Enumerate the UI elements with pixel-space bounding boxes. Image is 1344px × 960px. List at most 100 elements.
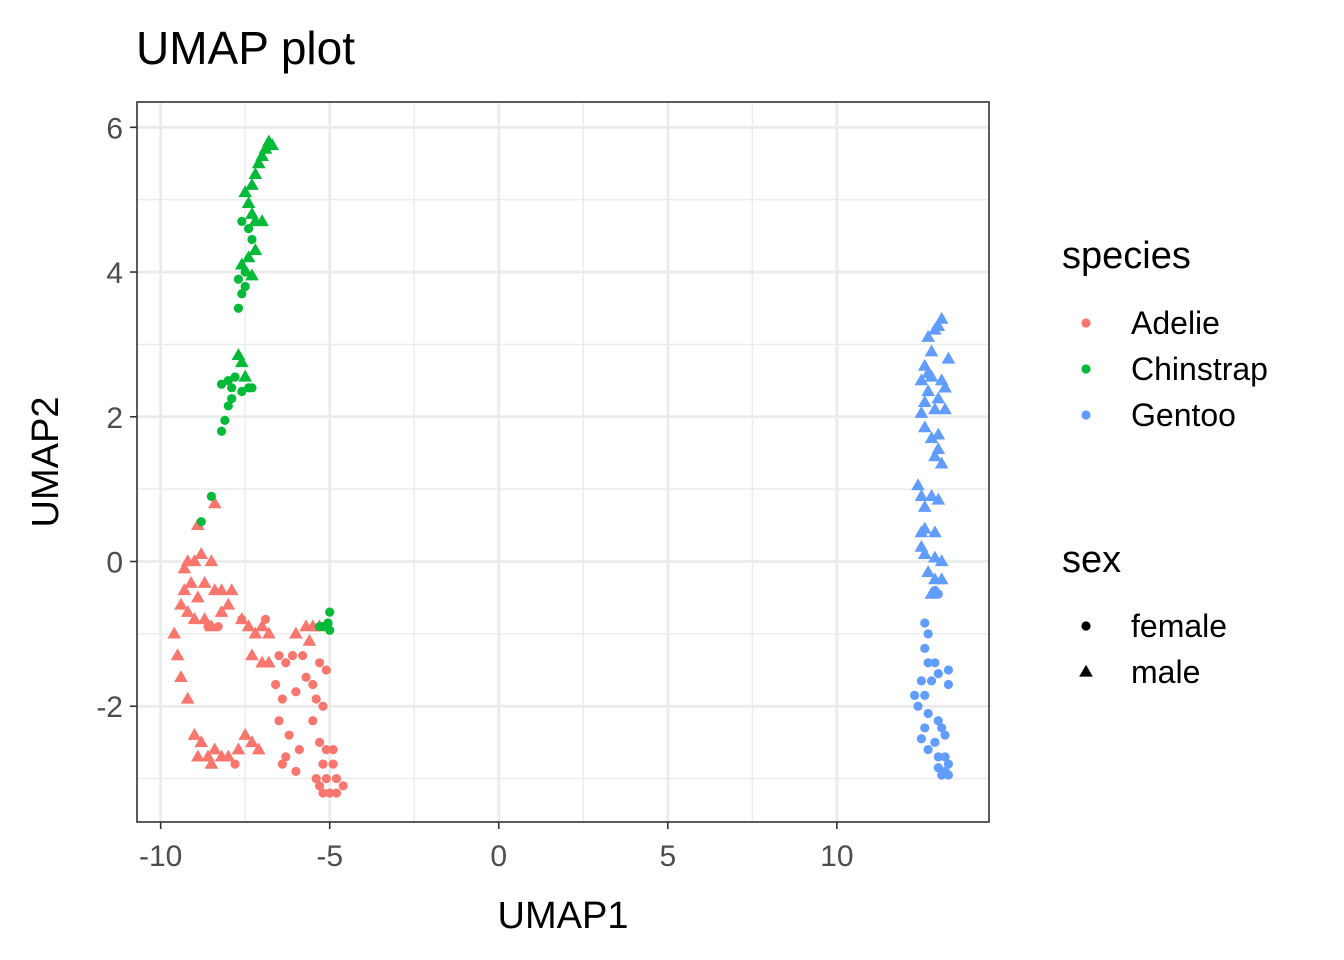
gentoo-point (931, 427, 946, 440)
gentoo-point (930, 658, 940, 668)
gentoo-point (937, 770, 947, 780)
adelie-point (274, 650, 284, 661)
gentoo-point (921, 565, 935, 578)
adelie-point (281, 658, 291, 668)
adelie-point (203, 622, 213, 632)
gentoo-point (933, 763, 943, 773)
gentoo-point (928, 449, 942, 462)
chinstrap-point (314, 622, 325, 632)
legend-label-chinstrap: Chinstrap (1131, 351, 1268, 387)
gentoo-point (920, 690, 930, 700)
adelie-point (255, 619, 269, 632)
legend-sex: sex female male (1062, 539, 1227, 690)
minor-gridlines (137, 102, 989, 822)
legend-label-male: male (1131, 654, 1200, 690)
gentoo-point (937, 723, 947, 733)
plot-panel (136, 101, 990, 823)
chinstrap-point (237, 386, 247, 397)
chinstrap-point (245, 178, 259, 190)
gentoo-point (928, 402, 942, 415)
x-tick-label: 5 (659, 840, 676, 873)
adelie-point (328, 745, 338, 755)
series-chinstrap (196, 134, 335, 635)
gentoo-point (914, 373, 929, 386)
adelie-point (287, 650, 298, 661)
chinstrap-point (245, 268, 259, 281)
adelie-point (284, 730, 294, 740)
adelie-point (221, 749, 236, 762)
y-tick-label: 4 (106, 257, 123, 290)
data-points (167, 134, 956, 798)
adelie-point (314, 658, 325, 668)
gentoo-point (940, 752, 950, 762)
chinstrap-point (196, 517, 206, 527)
adelie-point (248, 626, 263, 639)
gentoo-point (921, 329, 935, 342)
gentoo-point (923, 708, 933, 719)
adelie-point (241, 619, 256, 632)
gentoo-point (917, 547, 932, 559)
chinstrap-point (247, 234, 257, 245)
gentoo-point (928, 322, 942, 335)
gentoo-point (921, 384, 935, 397)
adelie-point (298, 650, 308, 661)
gentoo-point (914, 489, 929, 502)
adelie-point (238, 727, 253, 740)
adelie-point (302, 633, 317, 646)
x-tick-label: 10 (820, 840, 853, 873)
adelie-point (187, 554, 202, 567)
adelie-point (245, 735, 259, 748)
y-tick-label: 2 (106, 402, 123, 435)
chinstrap-point (234, 355, 249, 368)
adelie-point (318, 701, 328, 711)
chinstrap-point (243, 224, 254, 234)
chinstrap-point (227, 383, 237, 393)
adelie-point (221, 597, 236, 610)
adelie-point (231, 742, 246, 755)
adelie-point (281, 752, 291, 762)
chinstrap-point (234, 257, 249, 270)
chinstrap-point (325, 625, 335, 635)
adelie-point (170, 648, 185, 661)
adelie-point (271, 679, 281, 690)
x-axis-title: UMAP1 (498, 895, 629, 937)
chinstrap-point (248, 243, 263, 256)
adelie-point (204, 554, 219, 567)
chinstrap-point (237, 289, 247, 299)
x-tick-label: -10 (139, 840, 182, 873)
chinstrap-point (238, 185, 253, 198)
adelie-point (262, 655, 276, 668)
gentoo-point (938, 402, 952, 415)
chinstrap-point (216, 426, 227, 436)
adelie-point (191, 749, 205, 762)
gentoo-point (928, 525, 942, 538)
series-adelie (167, 496, 348, 798)
adelie-point (237, 614, 247, 624)
gentoo-point (920, 643, 930, 653)
adelie-point (301, 672, 311, 682)
gentoo-point (940, 730, 950, 740)
gentoo-point (911, 478, 925, 491)
legend-species: species Adelie Chinstrap Gentoo (1062, 235, 1268, 433)
adelie-point (338, 781, 348, 791)
gentoo-point (924, 369, 939, 382)
chinstrap-point (265, 138, 280, 151)
adelie-point (311, 773, 321, 784)
adelie-point (224, 583, 239, 596)
gentoo-point (917, 500, 932, 512)
adelie-point (331, 788, 342, 798)
gentoo-point (941, 351, 956, 364)
adelie-point (318, 788, 328, 798)
chinstrap-point (227, 394, 237, 404)
adelie-point (167, 626, 182, 639)
gentoo-point (914, 405, 929, 418)
adelie-point (321, 745, 331, 755)
y-tick-label: -2 (96, 691, 123, 724)
adelie-point (308, 716, 318, 726)
y-axis-title: UMAP2 (25, 397, 67, 528)
chinstrap-point (223, 401, 233, 411)
adelie-point (308, 679, 318, 690)
legend-label-adelie: Adelie (1131, 305, 1220, 341)
gentoo-point (931, 391, 946, 404)
adelie-point (277, 759, 287, 769)
